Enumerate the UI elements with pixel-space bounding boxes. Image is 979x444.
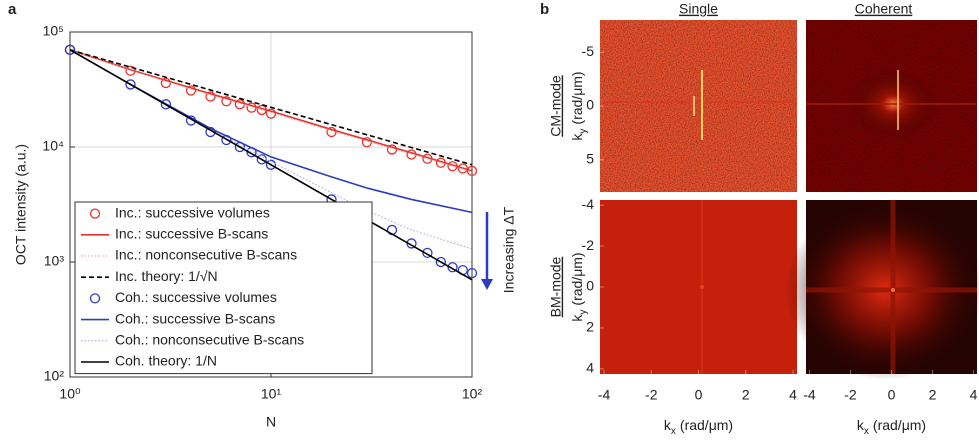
x-tick-label: -4 bbox=[803, 387, 816, 403]
series-line bbox=[69, 49, 473, 166]
data-point bbox=[447, 262, 458, 273]
data-point bbox=[64, 44, 76, 55]
series-line bbox=[69, 49, 473, 281]
data-point bbox=[466, 267, 478, 279]
y-tick-label: 10² bbox=[44, 368, 65, 384]
y-axis-label: ky (rad/μm) bbox=[569, 252, 589, 321]
label-part: x bbox=[671, 426, 676, 437]
y-axis-label: ky (rad/μm) bbox=[569, 71, 589, 140]
label-part: x bbox=[864, 426, 869, 437]
x-axis-label: kx (rad/μm) bbox=[664, 417, 733, 437]
x-tick-label: 4 bbox=[970, 387, 978, 403]
legend-label: Coh.: successive volumes bbox=[115, 289, 277, 305]
legend-label: Coh.: successive B-scans bbox=[115, 310, 275, 326]
x-tick-label: 4 bbox=[789, 387, 797, 403]
x-tick-label: 10² bbox=[462, 386, 483, 402]
label-part: (rad/μm) bbox=[569, 71, 585, 124]
data-point bbox=[386, 144, 398, 155]
heatmap-cm-coherent bbox=[806, 20, 977, 192]
heatmap-cm-single bbox=[600, 20, 797, 192]
y-tick-label: 5 bbox=[586, 150, 594, 166]
legend-label: Inc.: nonconsecutive B-scans bbox=[115, 247, 297, 263]
label-part: (rad/μm) bbox=[873, 417, 926, 433]
heatmap-bm-coherent bbox=[785, 200, 979, 380]
label-part: k bbox=[569, 133, 585, 141]
x-tick-label: 2 bbox=[929, 387, 937, 403]
data-point bbox=[466, 165, 478, 177]
label-part: (rad/μm) bbox=[680, 417, 733, 433]
x-tick-label: 10⁰ bbox=[59, 386, 81, 402]
y-tick-label: 0 bbox=[586, 97, 594, 113]
label-part: k bbox=[857, 417, 865, 433]
data-point bbox=[185, 85, 197, 96]
label-part: k bbox=[569, 314, 585, 322]
column-title: Single bbox=[679, 1, 718, 17]
x-tick-label: 2 bbox=[742, 387, 750, 403]
data-point bbox=[160, 99, 172, 110]
x-tick-label: 10¹ bbox=[261, 386, 282, 402]
y-tick-label: -5 bbox=[582, 43, 595, 59]
x-tick-label: -2 bbox=[645, 387, 658, 403]
panel-b: Single-4 -2 0 2 4kx (rad/μm)Coherent-4 -2 0 2 4kx… bbox=[548, 1, 978, 437]
legend-box bbox=[74, 201, 373, 375]
y-tick-label: 10⁴ bbox=[42, 138, 64, 154]
panel-label: b bbox=[540, 1, 549, 18]
x-tick-label: -2 bbox=[844, 387, 857, 403]
x-axis-label: N bbox=[266, 414, 276, 430]
series-line bbox=[69, 49, 473, 172]
data-point bbox=[457, 163, 468, 174]
data-point bbox=[205, 91, 216, 102]
data-point bbox=[125, 79, 136, 90]
label-part: y bbox=[578, 129, 589, 134]
data-point bbox=[221, 96, 232, 107]
x-tick-label: -4 bbox=[598, 387, 611, 403]
legend-marker bbox=[89, 208, 101, 219]
y-tick-label: 2 bbox=[586, 319, 594, 335]
panel-a: 10⁰ 10¹ 10² 10² 10³ 10⁴ 10⁵ N OCT intensity (a.u… bbox=[13, 23, 517, 430]
legend-label: Coh.: nonconsecutive B-scans bbox=[115, 332, 304, 348]
y-tick-label: -2 bbox=[582, 237, 595, 253]
legend-label: Inc.: successive B-scans bbox=[115, 226, 268, 242]
annotation: Increasing ΔT bbox=[501, 206, 517, 293]
legend-label: Inc.: successive volumes bbox=[115, 204, 270, 220]
data-point bbox=[160, 77, 172, 89]
annotation-arrowhead bbox=[481, 279, 493, 290]
label-part: k bbox=[664, 417, 672, 433]
y-tick-label: 10⁵ bbox=[43, 23, 64, 39]
legend-label: Coh. theory: 1/N bbox=[115, 353, 217, 369]
y-tick-label: -4 bbox=[582, 196, 595, 212]
legend-label: Inc. theory: 1/√N bbox=[115, 268, 218, 284]
data-point bbox=[265, 159, 277, 170]
column-title: Coherent bbox=[855, 1, 913, 17]
x-tick-label: 0 bbox=[888, 387, 896, 403]
row-label: CM-mode bbox=[548, 75, 564, 137]
y-axis-label: OCT intensity (a.u.) bbox=[13, 144, 29, 265]
x-tick-label: 0 bbox=[695, 387, 703, 403]
data-point bbox=[265, 108, 277, 119]
data-point bbox=[422, 247, 433, 259]
series-line bbox=[69, 49, 473, 173]
row-label: BM-mode bbox=[548, 256, 564, 317]
legend-marker bbox=[89, 293, 101, 304]
label-part: y bbox=[578, 310, 589, 315]
data-point bbox=[435, 256, 447, 268]
label-part: (rad/μm) bbox=[569, 252, 585, 305]
panel-label: a bbox=[8, 1, 17, 18]
heatmap-bm-single bbox=[600, 200, 797, 374]
data-point bbox=[326, 126, 337, 138]
y-tick-label: 4 bbox=[586, 360, 594, 376]
y-tick-label: 10³ bbox=[44, 253, 65, 269]
y-tick-label: 0 bbox=[586, 278, 594, 294]
x-axis-label: kx (rad/μm) bbox=[857, 417, 926, 437]
plot-frame bbox=[69, 31, 473, 378]
